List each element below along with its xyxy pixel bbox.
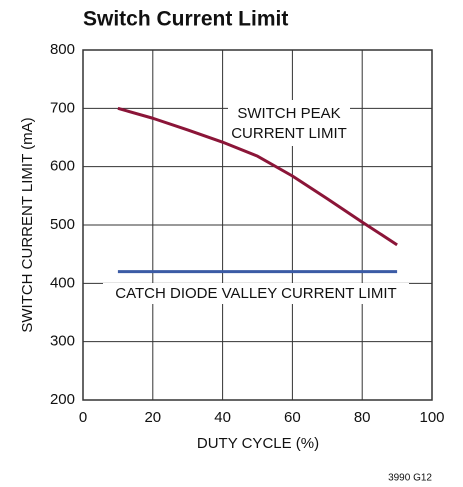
- chart-title: Switch Current Limit: [83, 8, 288, 31]
- x-axis-label: DUTY CYCLE (%): [197, 435, 319, 452]
- series-line: [117, 106, 398, 247]
- y-tick-label: 300: [50, 333, 75, 350]
- annotation: CURRENT LIMIT: [231, 125, 347, 142]
- y-axis-label: SWITCH CURRENT LIMIT (mA): [19, 117, 36, 332]
- figure-id: 3990 G12: [388, 473, 432, 484]
- x-tick-label: 40: [214, 409, 231, 426]
- y-tick-label: 600: [50, 158, 75, 175]
- y-tick-label: 500: [50, 216, 75, 233]
- x-tick-label: 20: [144, 409, 161, 426]
- annotation: CATCH DIODE VALLEY CURRENT LIMIT: [115, 285, 396, 302]
- x-tick-label: 0: [79, 409, 87, 426]
- x-tick-label: 100: [419, 409, 444, 426]
- y-tick-label: 800: [50, 41, 75, 58]
- annotation-bg: [228, 100, 350, 146]
- y-tick-label: 400: [50, 274, 75, 291]
- annotation: SWITCH PEAK: [237, 105, 340, 122]
- plot-frame: [82, 49, 433, 401]
- annotation-bg: [103, 283, 409, 304]
- y-tick-label: 700: [50, 99, 75, 116]
- x-tick-label: 80: [354, 409, 371, 426]
- y-tick-label: 200: [50, 391, 75, 408]
- x-tick-label: 60: [284, 409, 301, 426]
